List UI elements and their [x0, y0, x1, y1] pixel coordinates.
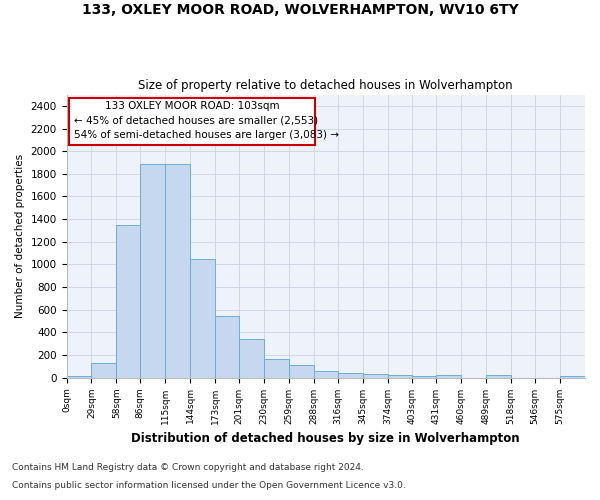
Text: Contains public sector information licensed under the Open Government Licence v3: Contains public sector information licen… — [12, 481, 406, 490]
Bar — [362, 374, 388, 378]
Text: 133 OXLEY MOOR ROAD: 103sqm: 133 OXLEY MOOR ROAD: 103sqm — [105, 102, 280, 112]
Bar — [190, 260, 215, 378]
Bar — [116, 226, 140, 378]
Bar — [436, 376, 461, 378]
Bar — [215, 316, 239, 378]
Y-axis label: Number of detached properties: Number of detached properties — [15, 154, 25, 318]
Text: 133, OXLEY MOOR ROAD, WOLVERHAMPTON, WV10 6TY: 133, OXLEY MOOR ROAD, WOLVERHAMPTON, WV1… — [82, 2, 518, 16]
Bar — [560, 376, 585, 378]
Text: 54% of semi-detached houses are larger (3,083) →: 54% of semi-detached houses are larger (… — [74, 130, 339, 140]
Bar — [486, 376, 511, 378]
Bar — [264, 360, 289, 378]
Bar — [412, 376, 436, 378]
Bar — [91, 364, 116, 378]
Bar — [314, 371, 338, 378]
Text: Contains HM Land Registry data © Crown copyright and database right 2024.: Contains HM Land Registry data © Crown c… — [12, 464, 364, 472]
Bar — [289, 365, 314, 378]
Bar — [67, 376, 91, 378]
Bar — [239, 339, 264, 378]
Bar — [388, 374, 412, 378]
Bar — [165, 164, 190, 378]
Title: Size of property relative to detached houses in Wolverhampton: Size of property relative to detached ho… — [139, 79, 513, 92]
Bar — [338, 373, 362, 378]
Bar — [140, 164, 165, 378]
X-axis label: Distribution of detached houses by size in Wolverhampton: Distribution of detached houses by size … — [131, 432, 520, 445]
Text: ← 45% of detached houses are smaller (2,553): ← 45% of detached houses are smaller (2,… — [74, 116, 318, 126]
